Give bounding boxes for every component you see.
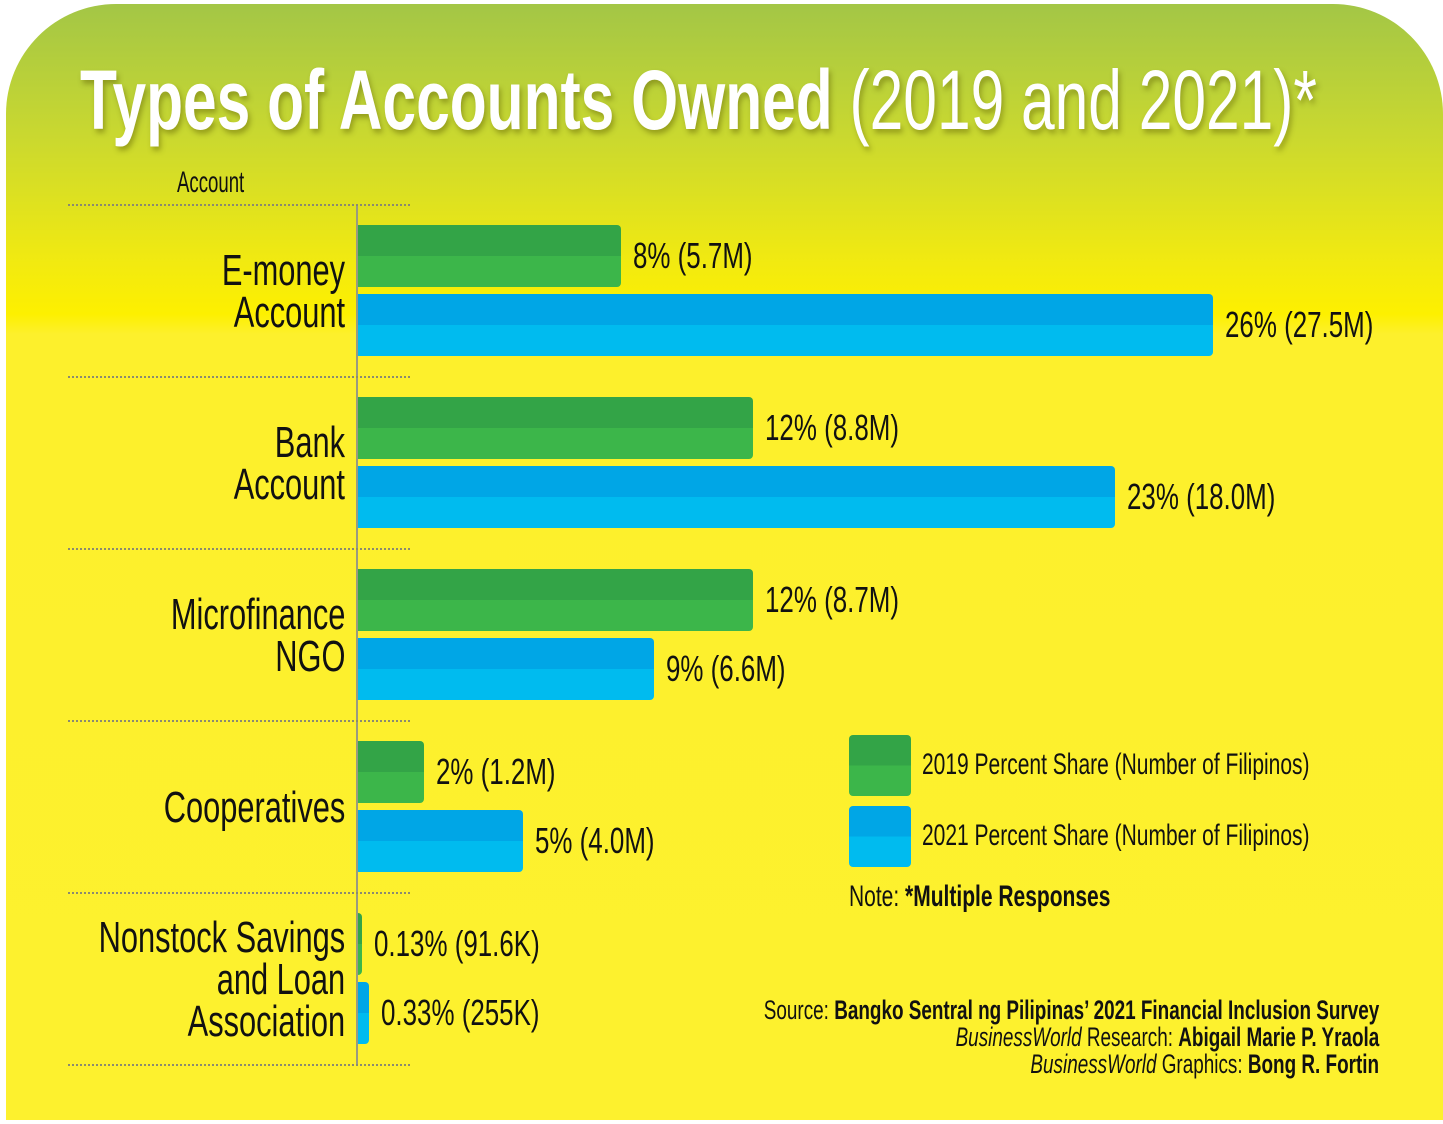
y-axis-line	[356, 204, 358, 1066]
bar-2019	[358, 569, 753, 631]
category-divider	[68, 720, 410, 722]
graphics-credit: BusinessWorld Graphics: Bong R. Fortin	[881, 1050, 1379, 1078]
bar-2019	[358, 225, 622, 287]
data-label-2019: 12% (8.8M)	[765, 408, 951, 448]
legend-swatch-2019	[849, 735, 911, 796]
category-label: Cooperatives	[86, 783, 345, 832]
note-prefix: Note:	[849, 880, 906, 913]
data-label-2021: 23% (18.0M)	[1127, 477, 1333, 517]
bar-2019	[358, 397, 753, 459]
bar-2021	[358, 638, 655, 700]
legend-swatch-2021	[849, 806, 911, 867]
category-label: Bank Account	[186, 418, 345, 509]
category-divider	[68, 1064, 410, 1066]
bar-2019	[358, 913, 363, 975]
data-label-2021: 9% (6.6M)	[666, 649, 832, 689]
data-label-text: 2% (1.2M)	[435, 751, 556, 792]
source-label: Source:	[763, 995, 834, 1025]
data-label-2021: 5% (4.0M)	[535, 821, 701, 861]
bar-2021	[358, 466, 1115, 528]
data-label-2019: 0.13% (91.6K)	[374, 924, 604, 964]
category-label-line: Nonstock Savings	[98, 913, 345, 962]
category-label-line: Cooperatives	[163, 783, 345, 832]
data-label-2021: 26% (27.5M)	[1225, 305, 1431, 345]
category-label-line: NGO	[274, 632, 345, 681]
category-label-line: E-money	[221, 246, 345, 295]
research-label: Research:	[1081, 1022, 1179, 1052]
category-label-line: Account	[233, 288, 345, 337]
category-label-line: Bank	[274, 418, 345, 467]
background-panel	[6, 4, 1443, 1120]
axis-label: Account	[177, 166, 285, 200]
title-main: Types of Accounts Owned	[80, 53, 833, 147]
category-label-line: Microfinance	[170, 590, 345, 639]
bar-2021	[358, 810, 523, 872]
category-divider	[68, 892, 410, 894]
category-label: E-money Account	[169, 246, 345, 337]
data-label-text: 23% (18.0M)	[1126, 476, 1276, 517]
category-divider	[68, 548, 410, 550]
graphics-brand: BusinessWorld	[1030, 1049, 1157, 1079]
category-divider	[68, 204, 410, 206]
category-divider	[68, 376, 410, 378]
data-label-text: 8% (5.7M)	[633, 235, 753, 276]
data-label-text: 0.13% (91.6K)	[374, 923, 540, 964]
category-label: Microfinance NGO	[96, 590, 345, 681]
category-label-line: Association	[187, 997, 345, 1046]
legend-text-2019: 2019 Percent Share (Number of Filipinos)	[922, 748, 1310, 781]
data-label-2021: 0.33% (255K)	[381, 993, 601, 1033]
data-label-2019: 12% (8.7M)	[765, 580, 951, 620]
data-label-text: 12% (8.8M)	[764, 407, 899, 448]
data-label-text: 26% (27.5M)	[1225, 304, 1374, 345]
research-credit: BusinessWorld Research: Abigail Marie P.…	[774, 1023, 1379, 1051]
data-label-text: 9% (6.6M)	[666, 648, 786, 689]
chart-title: Types of Accounts Owned (2019 and 2021)*	[80, 52, 1443, 149]
graphics-name: Bong R. Fortin	[1247, 1049, 1379, 1079]
note-text: *Multiple Responses	[905, 880, 1111, 913]
data-label-2019: 2% (1.2M)	[436, 752, 602, 792]
research-brand: BusinessWorld	[955, 1022, 1082, 1052]
bar-2021	[358, 294, 1214, 356]
legend-text-2021: 2021 Percent Share (Number of Filipinos)	[922, 819, 1310, 852]
legend-label-2021: 2021 Percent Share (Number of Filipinos)	[922, 819, 1443, 853]
source-credit: Source: Bangko Sentral ng Pilipinas’ 202…	[500, 996, 1379, 1024]
data-label-text: 5% (4.0M)	[534, 820, 655, 861]
data-label-text: 0.33% (255K)	[380, 992, 540, 1033]
category-label: Nonstock Savings and Loan Association	[0, 913, 345, 1046]
data-label-text: 12% (8.7M)	[764, 579, 899, 620]
category-label-line: and Loan	[216, 955, 345, 1004]
legend-label-2019: 2019 Percent Share (Number of Filipinos)	[922, 748, 1443, 782]
bar-2021	[358, 982, 369, 1044]
title-subtitle: (2019 and 2021)*	[849, 53, 1317, 147]
note: Note: *Multiple Responses	[849, 880, 1222, 914]
axis-label-text: Account	[177, 166, 245, 199]
graphics-label: Graphics:	[1156, 1049, 1248, 1079]
category-label-line: Account	[233, 460, 345, 509]
data-label-2019: 8% (5.7M)	[633, 236, 799, 276]
source-text: Bangko Sentral ng Pilipinas’ 2021 Financ…	[833, 995, 1379, 1025]
bar-2019	[358, 741, 424, 803]
research-name: Abigail Marie P. Yraola	[1178, 1022, 1379, 1052]
